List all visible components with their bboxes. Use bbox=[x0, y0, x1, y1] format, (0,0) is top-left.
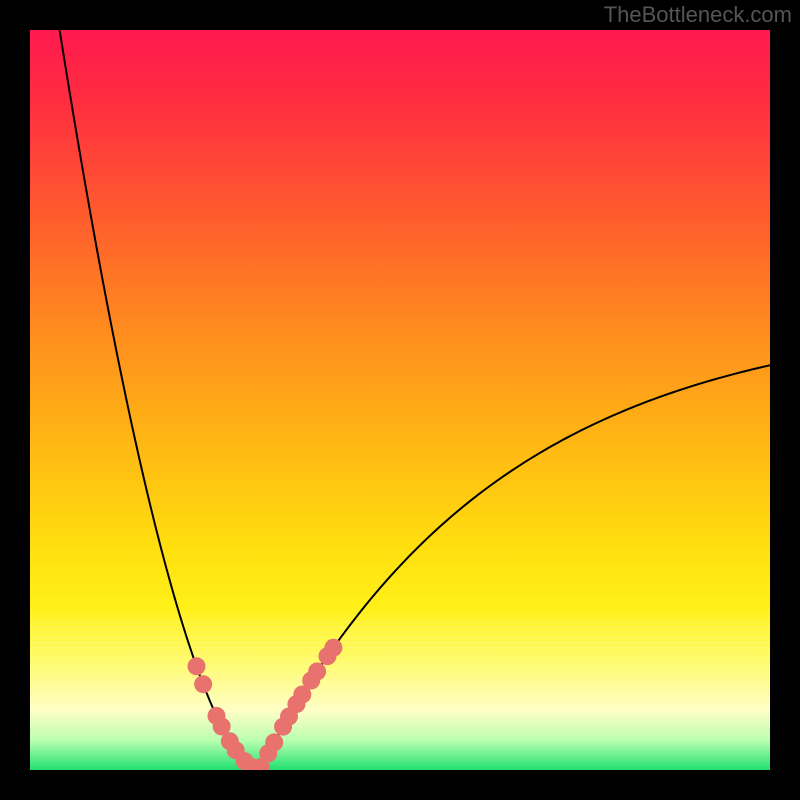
bottleneck-chart bbox=[0, 0, 800, 800]
data-point-d19 bbox=[324, 639, 342, 657]
data-point-d2 bbox=[194, 675, 212, 693]
plot-background bbox=[30, 30, 770, 770]
data-point-d11 bbox=[265, 733, 283, 751]
data-point-d1 bbox=[188, 657, 206, 675]
watermark-text: TheBottleneck.com bbox=[604, 2, 792, 28]
data-point-d17 bbox=[308, 662, 326, 680]
chart-frame: TheBottleneck.com bbox=[0, 0, 800, 800]
